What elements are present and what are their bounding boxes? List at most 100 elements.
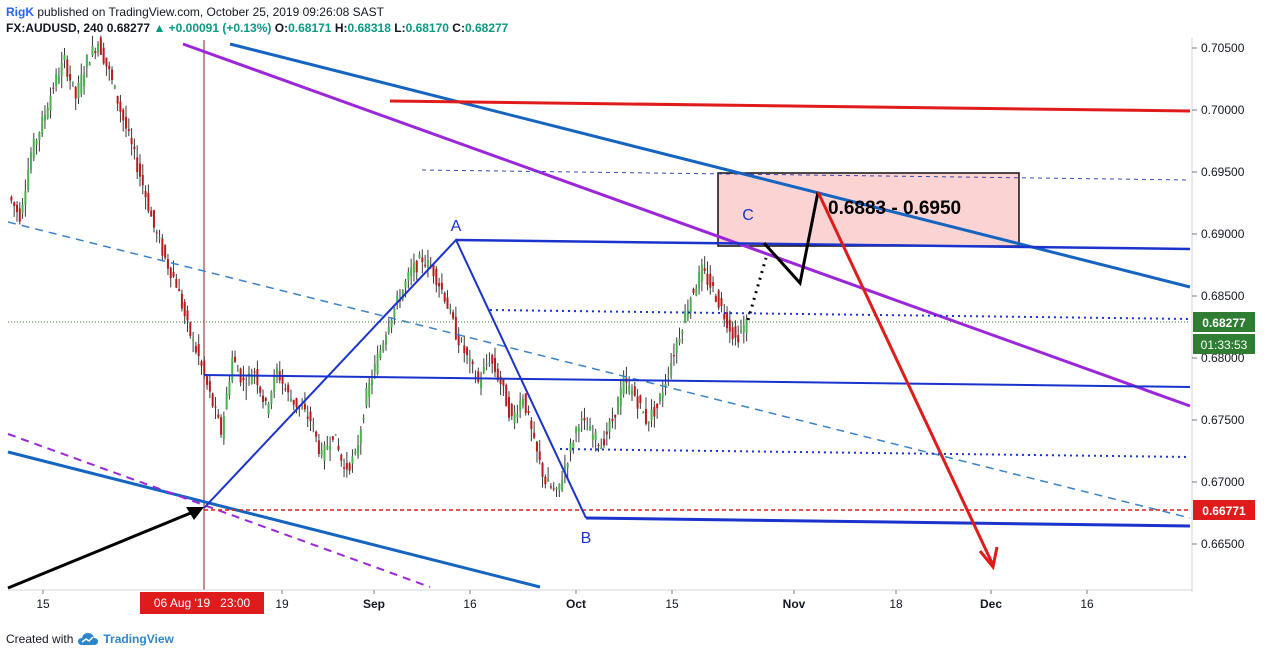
y-tick-label: 0.70000 xyxy=(1201,103,1245,117)
candle-body xyxy=(376,353,379,375)
candle-body xyxy=(105,57,108,67)
candle-body xyxy=(292,399,295,405)
candle-body xyxy=(88,62,91,66)
candle-body xyxy=(127,129,130,131)
candle-body xyxy=(558,483,561,490)
candle-body xyxy=(384,335,387,345)
candle-body xyxy=(259,386,262,393)
candle-body xyxy=(577,427,580,432)
candle-body xyxy=(180,293,183,309)
candle-body xyxy=(55,73,58,87)
candle-body xyxy=(387,326,390,333)
candle-body xyxy=(368,382,371,398)
candle-body xyxy=(113,85,116,89)
candle-body xyxy=(200,361,203,367)
candle-body xyxy=(382,343,385,351)
red-arrow-head xyxy=(978,546,999,571)
candle-body xyxy=(494,357,497,372)
candle-body xyxy=(639,395,642,404)
y-tick-label: 0.69500 xyxy=(1201,165,1245,179)
candle-body xyxy=(471,361,474,365)
target-zone[interactable] xyxy=(717,172,1020,247)
candle-body xyxy=(619,388,622,407)
author-name[interactable]: RigK xyxy=(6,5,34,19)
candle-body xyxy=(684,311,687,323)
candle-body xyxy=(728,319,731,332)
x-tick-label: 19 xyxy=(275,597,289,611)
candle-body xyxy=(256,368,259,386)
candle-body xyxy=(443,292,446,302)
a-level-line[interactable] xyxy=(455,238,1191,251)
candle-body xyxy=(404,281,407,288)
candle-body xyxy=(717,290,720,308)
b-level-line[interactable] xyxy=(585,516,1191,528)
candle-body xyxy=(245,387,248,389)
red-projection-arrow[interactable] xyxy=(816,191,995,566)
candle-body xyxy=(354,451,357,454)
candle-body xyxy=(116,96,119,104)
candle-body xyxy=(301,407,304,409)
candle-body xyxy=(267,403,270,414)
candle-body xyxy=(102,47,105,64)
candle-body xyxy=(150,210,153,217)
candle-body xyxy=(66,59,69,77)
y-axis: 0.70500 0.70000 0.69500 0.69000 0.68500 0.680… xyxy=(1192,41,1245,551)
candle-body xyxy=(242,377,245,381)
candle-body xyxy=(217,414,220,418)
dotted-level-upper[interactable] xyxy=(489,309,1191,320)
candle-body xyxy=(496,368,499,381)
blue-dashed-trend[interactable] xyxy=(7,221,1191,519)
candle-body xyxy=(734,326,737,338)
symbol-label[interactable]: FX:AUDUSD, 240 xyxy=(6,21,104,35)
candle-body xyxy=(689,298,692,313)
candle-body xyxy=(544,476,547,485)
projection-zigzag[interactable] xyxy=(762,191,820,287)
candle-body xyxy=(125,116,128,129)
blue-dotted-top-line[interactable] xyxy=(421,169,1191,181)
mid-level-line[interactable] xyxy=(203,374,1191,388)
candle-body xyxy=(700,264,703,282)
candle-body xyxy=(421,257,424,263)
candle-body xyxy=(737,335,740,343)
candle-body xyxy=(261,395,264,402)
candle-body xyxy=(566,463,569,468)
candle-body xyxy=(681,331,684,334)
candle-body xyxy=(664,383,667,388)
candle-body xyxy=(284,388,287,390)
ohlc-o-value: 0.68171 xyxy=(288,21,332,35)
candle-body xyxy=(80,74,83,94)
candle-body xyxy=(186,310,189,321)
candle-body xyxy=(678,338,681,343)
channel-lower-line[interactable] xyxy=(7,450,541,589)
candle-body xyxy=(477,371,480,382)
abc-wave[interactable] xyxy=(203,238,587,519)
candle-body xyxy=(152,210,155,228)
candle-body xyxy=(138,163,141,177)
candle-body xyxy=(482,366,485,373)
candle-body xyxy=(69,73,72,81)
black-arrow-line[interactable] xyxy=(7,508,199,590)
date-marker-tag xyxy=(140,592,264,614)
plot-area[interactable] xyxy=(8,38,1192,588)
tradingview-brand[interactable]: TradingView xyxy=(103,632,174,646)
candle-body xyxy=(343,467,346,469)
candle-body xyxy=(502,379,505,386)
candle-body xyxy=(175,278,178,288)
x-tick-label: Dec xyxy=(980,597,1002,611)
candle-body xyxy=(644,409,647,424)
candle-body xyxy=(499,376,502,385)
candle-body xyxy=(253,371,256,373)
candle-body xyxy=(306,416,309,419)
red-resistance-line[interactable] xyxy=(389,99,1191,113)
candle-body xyxy=(225,393,228,410)
purple-trendline[interactable] xyxy=(182,42,1191,408)
candle-body xyxy=(49,95,52,111)
candle-body xyxy=(281,374,284,384)
candle-body xyxy=(208,381,211,392)
candle-body xyxy=(172,271,175,277)
candle-body xyxy=(231,357,234,381)
candle-body xyxy=(533,432,536,438)
candle-body xyxy=(432,264,435,277)
black-arrow-head xyxy=(186,507,204,520)
